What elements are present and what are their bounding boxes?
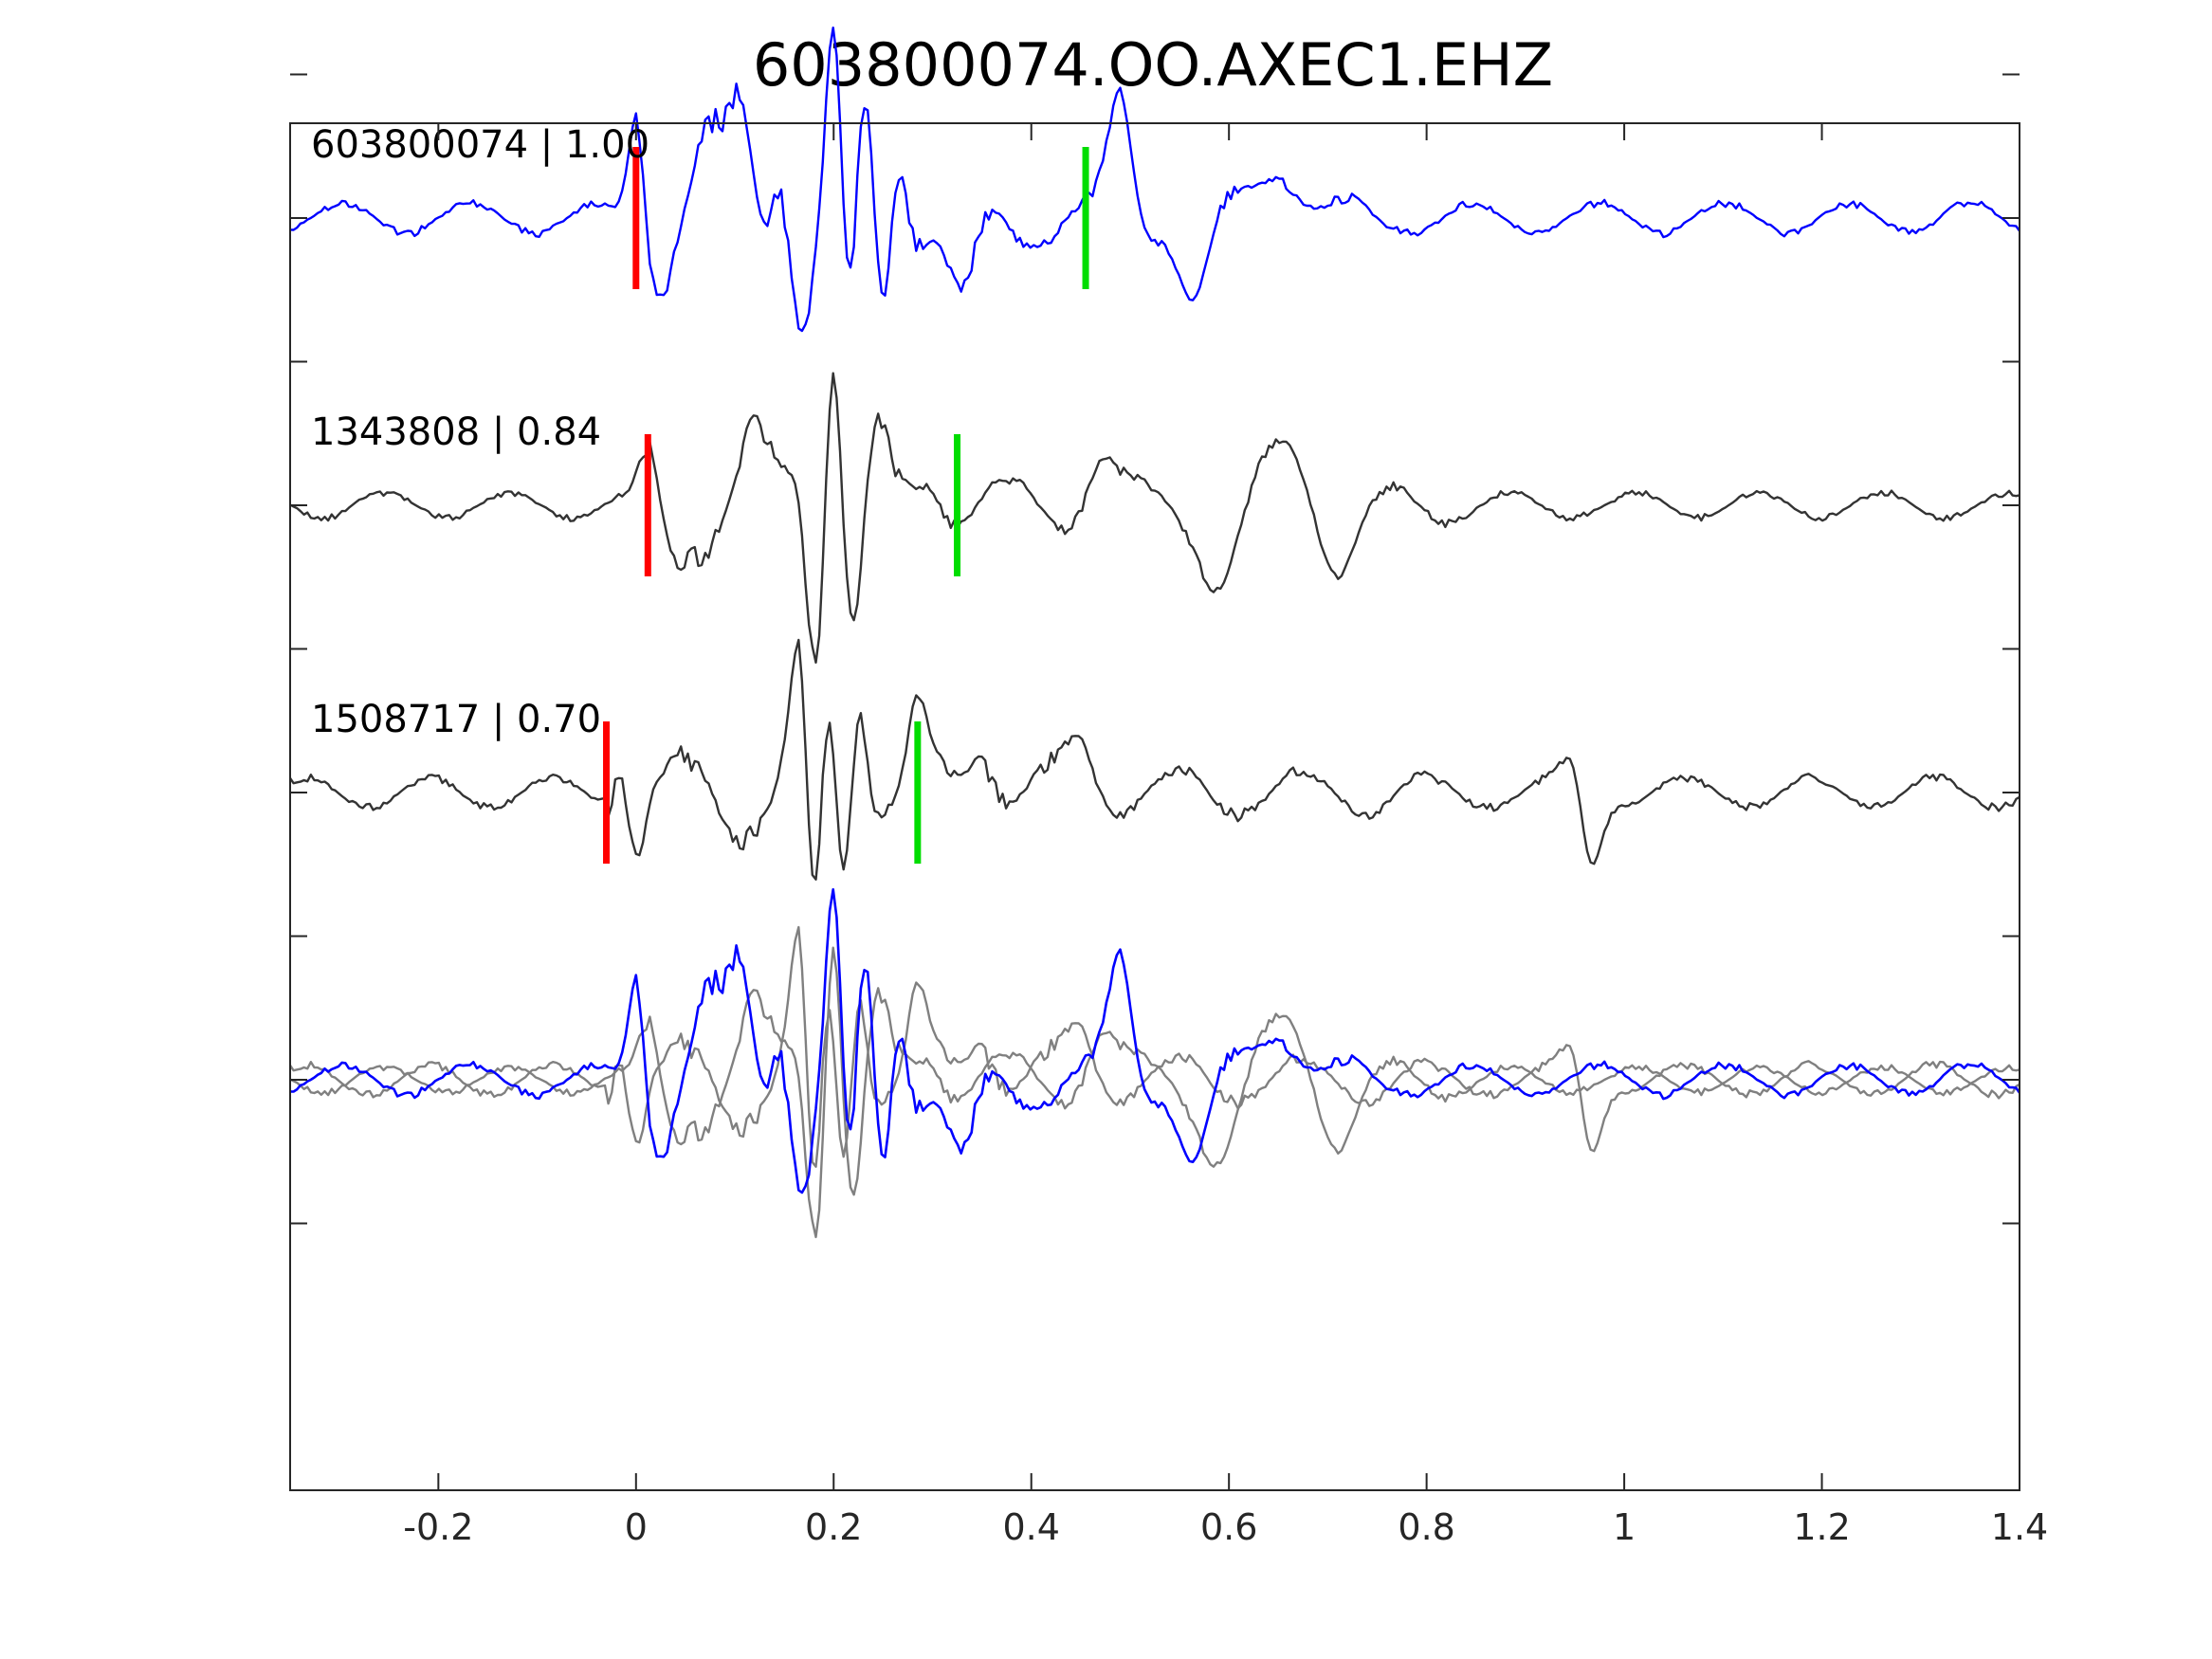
overlay-series-line [289, 925, 2020, 1168]
x-tick-label: 1.2 [1793, 1506, 1850, 1548]
plot-area: 603800074 | 1.00 1343808 | 0.84 1508717 | … [289, 27, 2048, 1548]
series-line [289, 372, 2020, 665]
series-line [289, 27, 2020, 333]
x-tick-label: 0.2 [805, 1506, 862, 1548]
x-tick-label: 0.8 [1398, 1506, 1454, 1548]
x-tick-label: -0.2 [403, 1506, 473, 1548]
trace-label: 1508717 | 0.70 [311, 698, 601, 741]
trace-label: 1343808 | 0.84 [311, 410, 601, 454]
x-tick-label: 1.4 [1991, 1506, 2048, 1548]
axes-frame [289, 122, 2020, 1491]
chart-title: 603800074.OO.AXEC1.EHZ [753, 30, 1553, 100]
overlay-series-line [289, 887, 2021, 1194]
x-tick-label: 0 [625, 1506, 648, 1548]
x-tick-label: 0.6 [1200, 1506, 1257, 1548]
x-tick-label: 0.4 [1002, 1506, 1059, 1548]
series-line [289, 638, 2020, 881]
overlay-series-line [289, 946, 2020, 1239]
x-tick-label: 1 [1613, 1506, 1636, 1548]
trace-label: 603800074 | 1.00 [311, 123, 649, 167]
